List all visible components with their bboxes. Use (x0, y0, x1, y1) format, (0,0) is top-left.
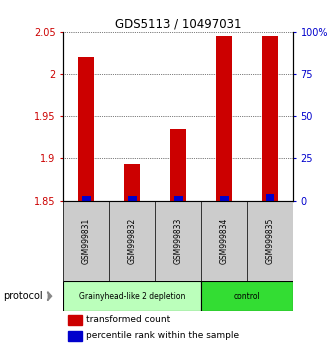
Text: control: control (234, 292, 260, 301)
Bar (266, 194, 274, 201)
Text: protocol: protocol (3, 291, 43, 301)
Bar (170, 129, 186, 201)
Text: percentile rank within the sample: percentile rank within the sample (86, 331, 239, 341)
Title: GDS5113 / 10497031: GDS5113 / 10497031 (115, 18, 241, 31)
Text: GSM999833: GSM999833 (173, 218, 183, 264)
FancyBboxPatch shape (155, 201, 201, 281)
Bar (128, 196, 137, 201)
FancyBboxPatch shape (247, 201, 293, 281)
Bar (68, 331, 82, 341)
Bar (262, 36, 278, 201)
FancyBboxPatch shape (201, 281, 293, 311)
FancyBboxPatch shape (63, 201, 109, 281)
Text: GSM999834: GSM999834 (219, 218, 229, 264)
Text: GSM999835: GSM999835 (265, 218, 275, 264)
Text: GSM999832: GSM999832 (128, 218, 137, 264)
Bar (124, 164, 140, 201)
Text: transformed count: transformed count (86, 315, 170, 324)
Text: Grainyhead-like 2 depletion: Grainyhead-like 2 depletion (79, 292, 185, 301)
FancyBboxPatch shape (63, 281, 201, 311)
Bar (216, 36, 232, 201)
Bar (68, 315, 82, 325)
FancyBboxPatch shape (109, 201, 155, 281)
Text: GSM999831: GSM999831 (82, 218, 91, 264)
Bar (220, 196, 228, 201)
Bar (78, 57, 94, 201)
Bar (174, 196, 182, 201)
Bar (82, 196, 91, 201)
FancyBboxPatch shape (201, 201, 247, 281)
